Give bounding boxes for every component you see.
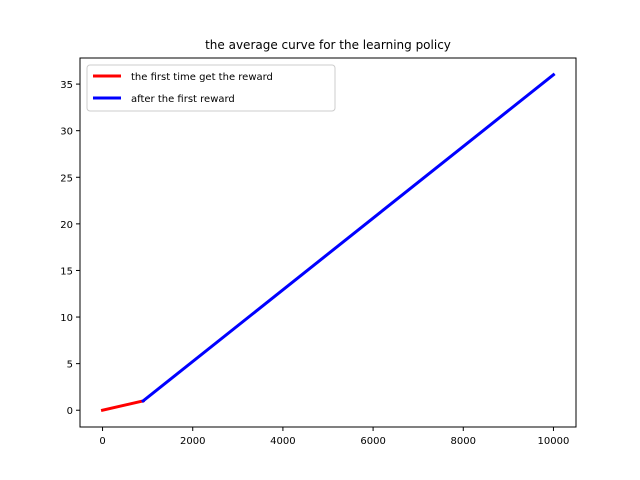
y-axis-ticks: 0 5 10 15 20 25 30 35 — [60, 80, 80, 417]
x-tick-label: 8000 — [451, 436, 476, 447]
legend-label-2: after the first reward — [131, 94, 235, 105]
legend-label-1: the first time get the reward — [131, 72, 273, 83]
y-tick-label: 15 — [60, 266, 73, 277]
plot-area-frame — [79, 57, 577, 428]
plot-lines — [100, 72, 556, 413]
y-tick-label: 20 — [60, 220, 73, 231]
legend-box — [86, 64, 336, 112]
x-tick-label: 4000 — [270, 436, 295, 447]
x-tick-label: 10000 — [538, 436, 570, 447]
y-tick-label: 30 — [60, 127, 73, 138]
x-axis-ticks: 0 2000 4000 6000 8000 10000 — [99, 427, 569, 447]
chart-title: the average curve for the learning polic… — [205, 38, 451, 52]
x-tick-label: 2000 — [180, 436, 205, 447]
legend: the first time get the reward after the f… — [86, 64, 336, 112]
series-line-2 — [141, 72, 556, 404]
y-tick-label: 10 — [60, 313, 73, 324]
x-tick-label: 0 — [99, 436, 105, 447]
series-line-1 — [100, 399, 145, 413]
y-tick-label: 5 — [67, 360, 73, 371]
y-tick-label: 35 — [60, 80, 73, 91]
y-tick-label: 25 — [60, 173, 73, 184]
y-tick-label: 0 — [67, 406, 73, 417]
x-tick-label: 6000 — [360, 436, 385, 447]
